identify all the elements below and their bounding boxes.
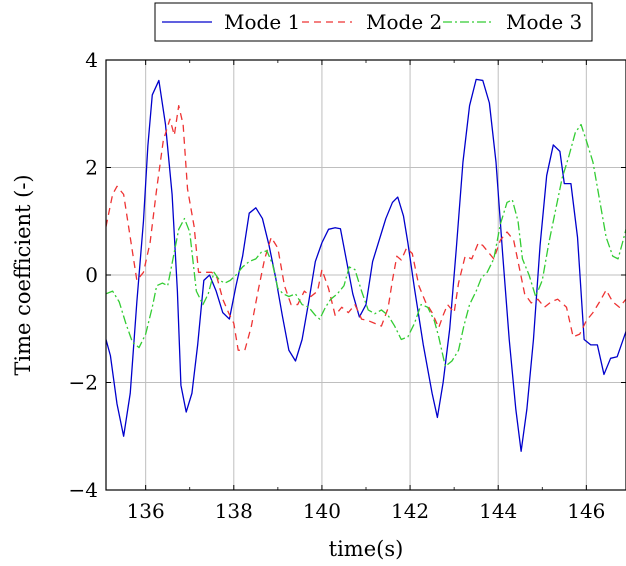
y-tick-label: 2 [85,156,98,180]
series-layer [106,78,626,452]
x-tick-label: 142 [391,499,429,523]
legend-label-mode-3: Mode 3 [506,10,582,34]
grid [106,59,626,491]
y-tick-label: 4 [85,48,98,72]
legend-label-mode-2: Mode 2 [366,10,442,34]
legend: Mode 1 Mode 2 Mode 3 [154,2,593,42]
ticks: 136 138 140 142 144 146 −4 −2 0 2 4 [69,48,626,523]
y-tick-label: −4 [69,478,98,502]
legend-box [154,2,593,42]
y-tick-label: −2 [69,371,98,395]
x-tick-label: 138 [215,499,253,523]
series-line-mode-2 [106,105,626,351]
legend-label-mode-1: Mode 1 [224,10,300,34]
x-tick-label: 136 [127,499,165,523]
series-line-mode-1 [106,78,626,452]
x-tick-label: 144 [479,499,517,523]
y-axis-label: Time coefficient (-) [11,174,35,375]
x-tick-label: 146 [567,499,605,523]
series-line-mode-3 [106,123,626,368]
x-axis-label: time(s) [329,537,404,561]
y-tick-label: 0 [85,263,98,287]
x-tick-label: 140 [303,499,341,523]
